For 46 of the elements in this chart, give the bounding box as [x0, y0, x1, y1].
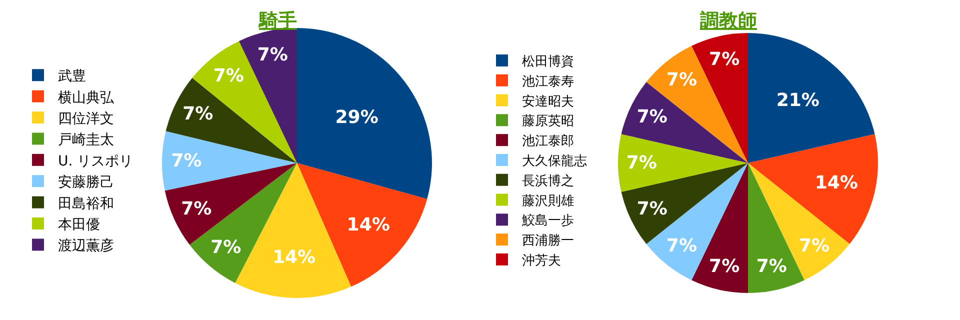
pie-slice: [162, 131, 297, 191]
legend-label: 安達昭夫: [522, 93, 574, 110]
chart-title: 騎手: [258, 10, 297, 32]
legend-label: 池江泰郎: [522, 133, 574, 150]
legend-label: 大久保龍志: [522, 154, 587, 170]
chart-title: 調教師: [700, 10, 757, 32]
legend-label: 安藤勝己: [58, 174, 114, 191]
data-label: 7%: [626, 152, 657, 174]
legend-label: 鮫島一歩: [522, 214, 574, 229]
data-label: 7%: [257, 44, 288, 66]
data-label: 7%: [182, 103, 214, 124]
legend-label: 田島裕和: [58, 196, 114, 212]
legend-label: 松田博資: [522, 54, 574, 70]
legend-label: 横山典弘: [58, 90, 115, 106]
pie-slice: [618, 134, 748, 192]
data-label: 14%: [272, 246, 316, 268]
data-label: 29%: [335, 106, 378, 128]
legend-label: 本田優: [58, 216, 100, 233]
legend-label: 四位洋文: [58, 110, 114, 127]
data-label: 14%: [814, 172, 858, 194]
legend-label: 西浦勝一: [522, 234, 574, 249]
pie-slice: [297, 28, 432, 199]
data-label: 7%: [709, 256, 740, 278]
data-label: 7%: [666, 69, 697, 90]
data-label: 7%: [181, 198, 212, 220]
data-label: 7%: [171, 150, 202, 172]
legend-label: 長浜博之: [522, 174, 574, 189]
legend-label: 藤原英昭: [522, 114, 574, 130]
data-label: 7%: [709, 48, 740, 70]
data-label: 14%: [346, 214, 390, 236]
legend-label: 藤沢則雄: [522, 194, 574, 209]
legend-label: U. リスポリ: [58, 153, 134, 170]
data-label: 7%: [210, 237, 242, 258]
data-label: 7%: [799, 236, 830, 257]
data-label: 21%: [776, 90, 820, 111]
legend-label: 沖芳夫: [522, 254, 561, 269]
legend-label: 武豊: [58, 68, 86, 85]
data-label: 7%: [756, 256, 787, 278]
legend-label: 渡辺薫彦: [58, 238, 114, 254]
data-label: 7%: [213, 66, 244, 87]
data-label: 7%: [636, 198, 668, 220]
data-label: 7%: [666, 236, 697, 257]
legend-label: 戸崎圭太: [58, 132, 114, 148]
legend-label: 池江泰寿: [522, 74, 574, 90]
data-label: 7%: [636, 106, 668, 128]
pie-slice: [748, 33, 875, 163]
